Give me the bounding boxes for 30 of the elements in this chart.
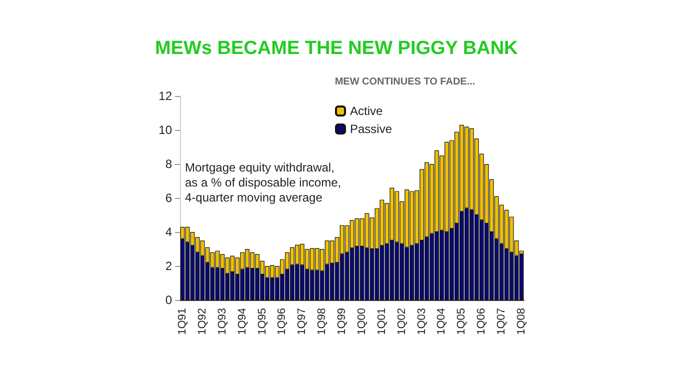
chart-title: MEWs BECAME THE NEW PIGGY BANK (155, 38, 518, 59)
y-tick-label: 8 (165, 157, 172, 171)
x-tick-label: 1Q08 (516, 308, 528, 335)
y-tick-label: 2 (165, 259, 172, 273)
x-tick-label: 1Q92 (196, 308, 208, 335)
x-tick-label: 1Q00 (356, 308, 368, 335)
legend-label: Active (350, 104, 384, 118)
x-tick-label: 1Q93 (216, 308, 228, 335)
y-tick-label: 4 (165, 225, 172, 239)
x-tick-label: 1Q05 (456, 308, 468, 335)
x-tick-label: 1Q99 (336, 308, 348, 335)
x-tick-label: 1Q95 (256, 308, 268, 335)
annotation: Mortgage equity withdrawal, as a % of disposable income, 4-quarter moving average (185, 160, 342, 204)
y-tick-label: 0 (165, 293, 172, 307)
x-tick-label: 1Q91 (176, 308, 188, 335)
x-tick-label: 1Q06 (476, 308, 488, 335)
legend-label: Passive (350, 122, 392, 136)
chart-subtitle: MEW CONTINUES TO FADE... (334, 76, 476, 88)
x-tick-label: 1Q96 (276, 308, 288, 335)
x-tick-label: 1Q97 (296, 308, 308, 335)
x-tick-label: 1Q03 (416, 308, 428, 335)
x-tick-label: 1Q98 (316, 308, 328, 335)
x-tick-label: 1Q94 (236, 308, 248, 335)
y-tick-label: 12 (158, 89, 172, 103)
x-tick-label: 1Q04 (436, 308, 448, 335)
x-tick-label: 1Q02 (396, 308, 408, 335)
y-tick-label: 6 (165, 191, 172, 205)
x-tick-label: 1Q01 (376, 308, 388, 335)
x-tick-label: 1Q07 (496, 308, 508, 335)
y-tick-label: 10 (158, 123, 172, 137)
